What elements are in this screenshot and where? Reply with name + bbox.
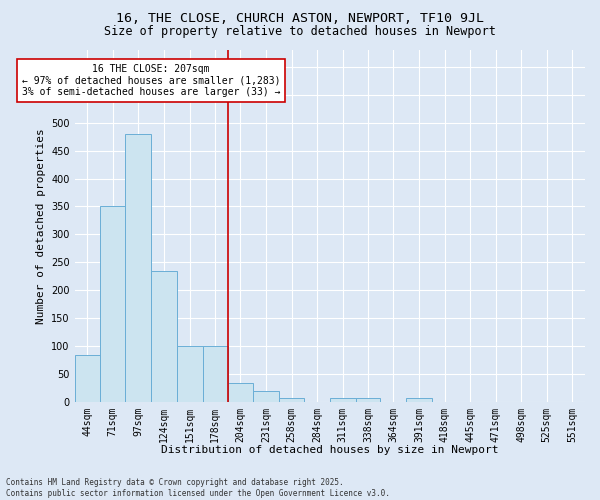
X-axis label: Distribution of detached houses by size in Newport: Distribution of detached houses by size … xyxy=(161,445,499,455)
Bar xyxy=(203,346,227,402)
Bar xyxy=(279,398,304,402)
Y-axis label: Number of detached properties: Number of detached properties xyxy=(35,128,46,324)
Text: Size of property relative to detached houses in Newport: Size of property relative to detached ho… xyxy=(104,25,496,38)
Bar xyxy=(253,391,279,402)
Bar xyxy=(177,346,203,402)
Bar xyxy=(356,398,380,402)
Bar xyxy=(406,398,432,402)
Bar xyxy=(151,271,177,402)
Text: 16, THE CLOSE, CHURCH ASTON, NEWPORT, TF10 9JL: 16, THE CLOSE, CHURCH ASTON, NEWPORT, TF… xyxy=(116,12,484,26)
Bar xyxy=(74,354,100,402)
Bar xyxy=(100,206,125,402)
Text: 16 THE CLOSE: 207sqm
← 97% of detached houses are smaller (1,283)
3% of semi-det: 16 THE CLOSE: 207sqm ← 97% of detached h… xyxy=(22,64,280,98)
Bar xyxy=(227,382,253,402)
Bar xyxy=(125,134,151,402)
Text: Contains HM Land Registry data © Crown copyright and database right 2025.
Contai: Contains HM Land Registry data © Crown c… xyxy=(6,478,390,498)
Bar xyxy=(330,398,356,402)
